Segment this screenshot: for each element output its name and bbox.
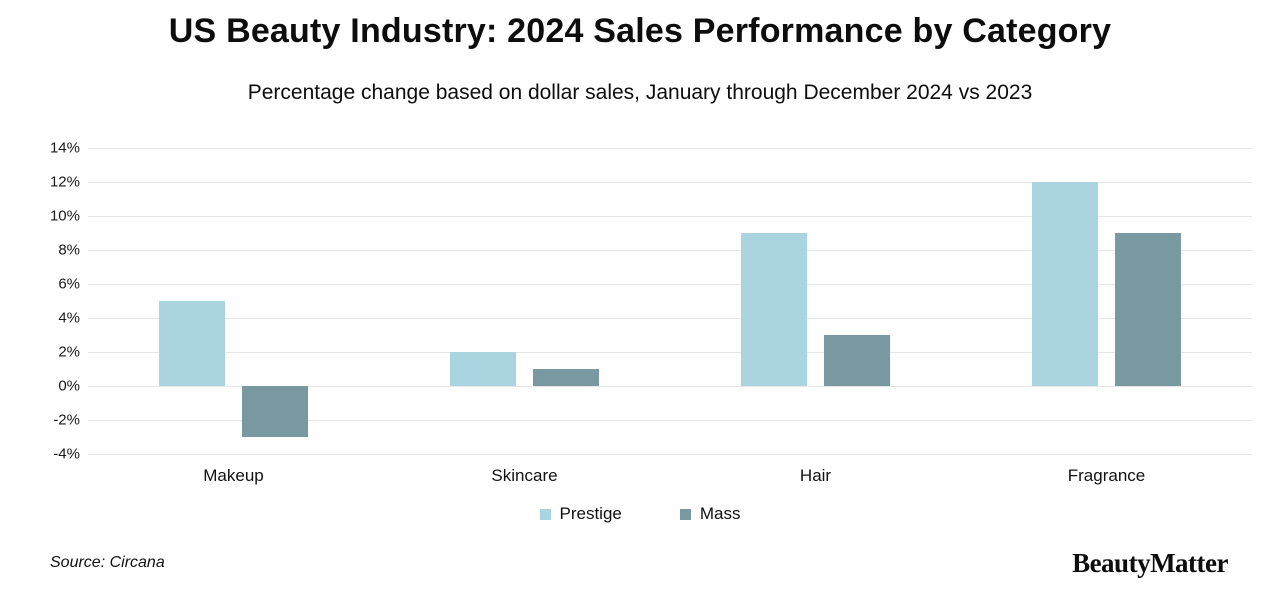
legend-swatch-mass <box>679 508 691 520</box>
y-tick-label-12: 12% <box>49 173 80 191</box>
y-tick-label-0: 0% <box>58 377 80 395</box>
gridline-2 <box>88 352 1252 353</box>
gridline-6 <box>88 283 1252 285</box>
source-note: Source: Circana <box>50 554 165 571</box>
beautymatter-logo: BeautyMatter <box>1072 548 1228 578</box>
x-label-hair: Hair <box>799 466 832 485</box>
y-tick-label-2: 2% <box>58 343 80 361</box>
bar-prestige-hair <box>741 233 807 386</box>
page-title: US Beauty Industry: 2024 Sales Performan… <box>168 12 1112 50</box>
y-tick-label-8: 8% <box>58 241 80 259</box>
plot-area <box>88 148 1252 455</box>
bar-prestige-fragrance <box>1032 181 1098 386</box>
y-tick-label-4: 4% <box>58 309 80 327</box>
gridline-12 <box>88 181 1252 183</box>
x-label-skincare: Skincare <box>491 466 558 485</box>
gridline-0 <box>88 386 1252 387</box>
legend: Prestige Mass <box>0 504 1280 524</box>
y-tick-label--4: -4% <box>53 445 80 463</box>
y-tick-label-10: 10% <box>49 207 80 225</box>
bar-prestige-skincare <box>450 352 516 386</box>
legend-swatch-prestige <box>539 508 551 520</box>
x-axis: Makeup Skincare Hair Fragrance <box>88 466 1252 490</box>
gridline--2 <box>88 419 1252 421</box>
y-axis: 14% 12% 10% 8% 6% 4% 2% 0% -2% -4% <box>0 140 80 463</box>
gridline-14 <box>88 148 1252 149</box>
bar-mass-makeup <box>242 386 308 437</box>
gridline-10 <box>88 215 1252 217</box>
page-subtitle: Percentage change based on dollar sales,… <box>247 81 1033 104</box>
bar-prestige-makeup <box>159 301 225 386</box>
x-label-fragrance: Fragrance <box>1067 466 1146 485</box>
x-label-makeup: Makeup <box>203 466 264 485</box>
bar-mass-fragrance <box>1115 233 1181 386</box>
y-tick-label-14: 14% <box>49 139 80 157</box>
y-tick-label--2: -2% <box>53 411 80 429</box>
bar-mass-skincare <box>533 369 599 386</box>
bar-mass-hair <box>824 335 890 386</box>
gridline-8 <box>88 250 1252 251</box>
legend-item-prestige: Prestige <box>539 504 622 524</box>
gridline--4 <box>88 454 1252 455</box>
gridline-4 <box>88 318 1252 319</box>
legend-item-mass: Mass <box>679 504 741 524</box>
legend-label-prestige: Prestige <box>559 504 622 523</box>
legend-label-mass: Mass <box>699 504 741 523</box>
y-tick-label-6: 6% <box>58 275 80 293</box>
